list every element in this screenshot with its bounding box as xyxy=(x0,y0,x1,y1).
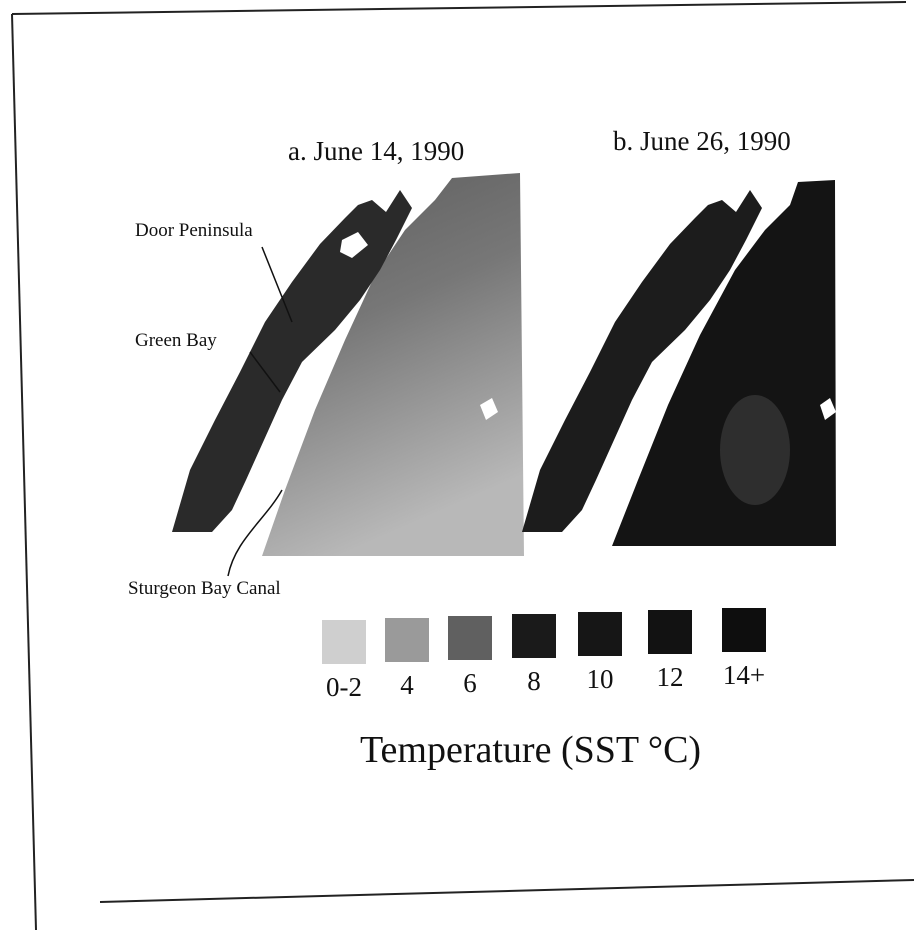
legend-label: 0-2 xyxy=(326,672,362,702)
legend-swatch xyxy=(512,614,556,658)
warm-patch xyxy=(720,395,790,505)
legend-label: 4 xyxy=(400,670,414,700)
panel-title: b. June 26, 1990 xyxy=(613,126,791,156)
legend-swatch xyxy=(448,616,492,660)
legend-label: 10 xyxy=(587,664,614,694)
legend-swatch xyxy=(322,620,366,664)
legend-label: 14+ xyxy=(723,660,765,690)
legend-swatch xyxy=(648,610,692,654)
legend-swatch xyxy=(722,608,766,652)
legend-title: Temperature (SST °C) xyxy=(360,729,701,771)
frame-bottom xyxy=(100,880,914,902)
panel-title: a. June 14, 1990 xyxy=(288,136,464,166)
legend-swatch xyxy=(578,612,622,656)
legend-label: 6 xyxy=(463,668,477,698)
legend: 0-2 4 6 8 10 12 14+ xyxy=(322,608,766,702)
legend-label: 8 xyxy=(527,666,541,696)
legend-label: 12 xyxy=(657,662,684,692)
annotation: Green Bay xyxy=(135,330,217,351)
figure: a. June 14, 1990 b. June 26, 1990 Door P… xyxy=(0,0,914,932)
frame-left xyxy=(12,14,36,930)
map-b xyxy=(522,180,836,546)
frame-top xyxy=(12,2,906,14)
annotation: Door Peninsula xyxy=(135,220,253,241)
annotation: Sturgeon Bay Canal xyxy=(128,578,281,599)
legend-swatch xyxy=(385,618,429,662)
